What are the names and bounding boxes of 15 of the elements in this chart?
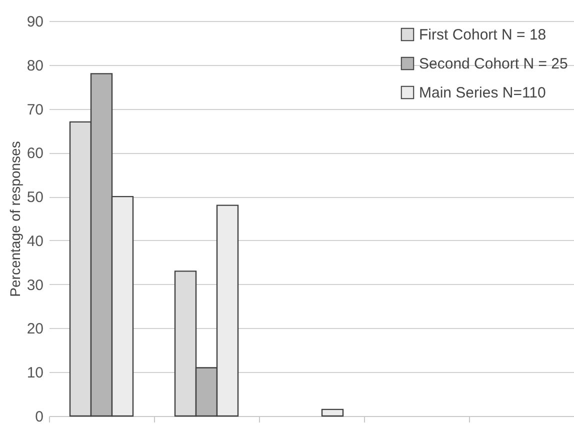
- y-tick-label: 30: [26, 276, 44, 294]
- y-tick-label: 60: [26, 145, 44, 162]
- y-tick-label: 0: [35, 408, 44, 426]
- y-tick-label: 90: [26, 14, 44, 30]
- y-axis-title: Percentage of responses: [6, 141, 23, 297]
- y-tick-label: 20: [26, 320, 44, 338]
- y-tick-label: 10: [26, 364, 44, 382]
- bar: [321, 408, 344, 417]
- legend-label: First Cohort N = 18: [419, 26, 546, 44]
- y-tick-label: 70: [26, 101, 44, 118]
- y-tick-label: 80: [26, 57, 44, 74]
- legend-label: Second Cohort N = 25: [419, 56, 568, 72]
- legend-label: Main Series N=110: [419, 84, 546, 102]
- y-tick-label: 40: [26, 232, 44, 250]
- y-tick-label: 50: [26, 189, 44, 206]
